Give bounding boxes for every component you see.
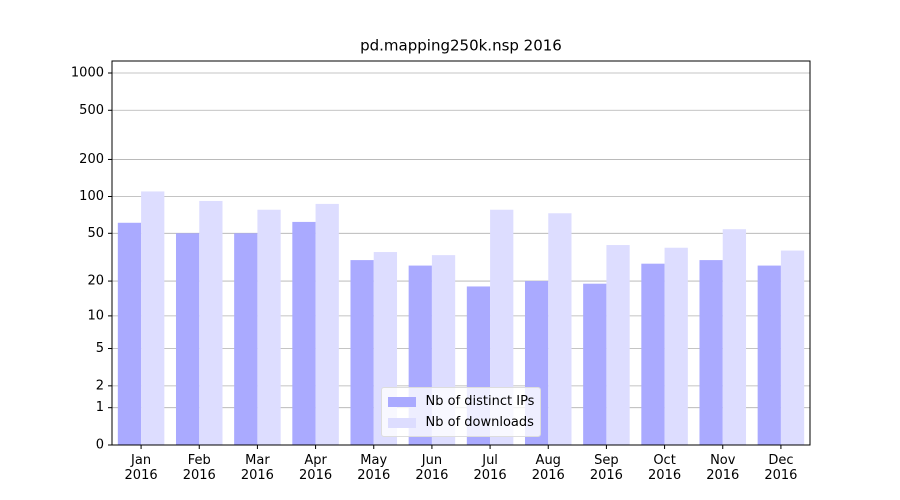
legend: Nb of distinct IPs Nb of downloads [380,387,542,437]
y-tick-label: 500 [79,103,104,118]
legend-item: Nb of downloads [387,412,535,433]
y-tick-label: 1 [96,400,104,415]
bar [175,233,200,445]
y-tick-label: 50 [87,226,104,241]
y-tick-label: 200 [79,152,104,167]
y-tick-label: 0 [96,438,104,453]
legend-item: Nb of distinct IPs [387,391,535,412]
legend-swatch [387,417,416,428]
x-tick-label: May 2016 [357,453,391,483]
bar [780,250,805,445]
y-tick-label: 1000 [71,66,104,81]
bar [257,209,281,445]
bar [490,209,514,445]
bar [583,283,607,445]
y-tick-label: 10 [87,308,104,323]
bar [548,213,572,445]
x-tick-label: Apr 2016 [299,453,333,483]
x-tick-label: Jun 2016 [415,453,449,483]
y-tick-label: 2 [96,378,104,393]
legend-label: Nb of downloads [425,415,534,430]
y-tick-label: 20 [87,274,104,289]
legend-label: Nb of distinct IPs [425,394,535,409]
x-tick-label: Jan 2016 [124,453,158,483]
bar [292,221,316,445]
x-tick-label: Nov 2016 [706,453,740,483]
x-tick-label: Dec 2016 [764,453,798,483]
bar [234,233,258,445]
bar [315,203,339,445]
x-tick-label: Feb 2016 [182,453,216,483]
bar [641,263,665,445]
y-tick-label: 100 [79,189,104,204]
chart-title: pd.mapping250k.nsp 2016 [360,37,562,55]
x-tick-label: Mar 2016 [240,453,274,483]
x-tick-label: Sep 2016 [589,453,623,483]
x-tick-label: Oct 2016 [648,453,682,483]
bar [606,245,630,445]
bar [350,260,374,445]
bar [117,222,142,445]
bar [699,260,723,445]
y-tick-label: 5 [96,341,104,356]
legend-swatch [387,396,416,407]
bar [664,247,688,445]
x-tick-label: Jul 2016 [473,453,507,483]
plot-frame [111,60,811,446]
bar [141,191,165,445]
bar [722,229,747,445]
bar [757,265,781,445]
bar [199,200,223,445]
x-tick-label: Aug 2016 [531,453,565,483]
